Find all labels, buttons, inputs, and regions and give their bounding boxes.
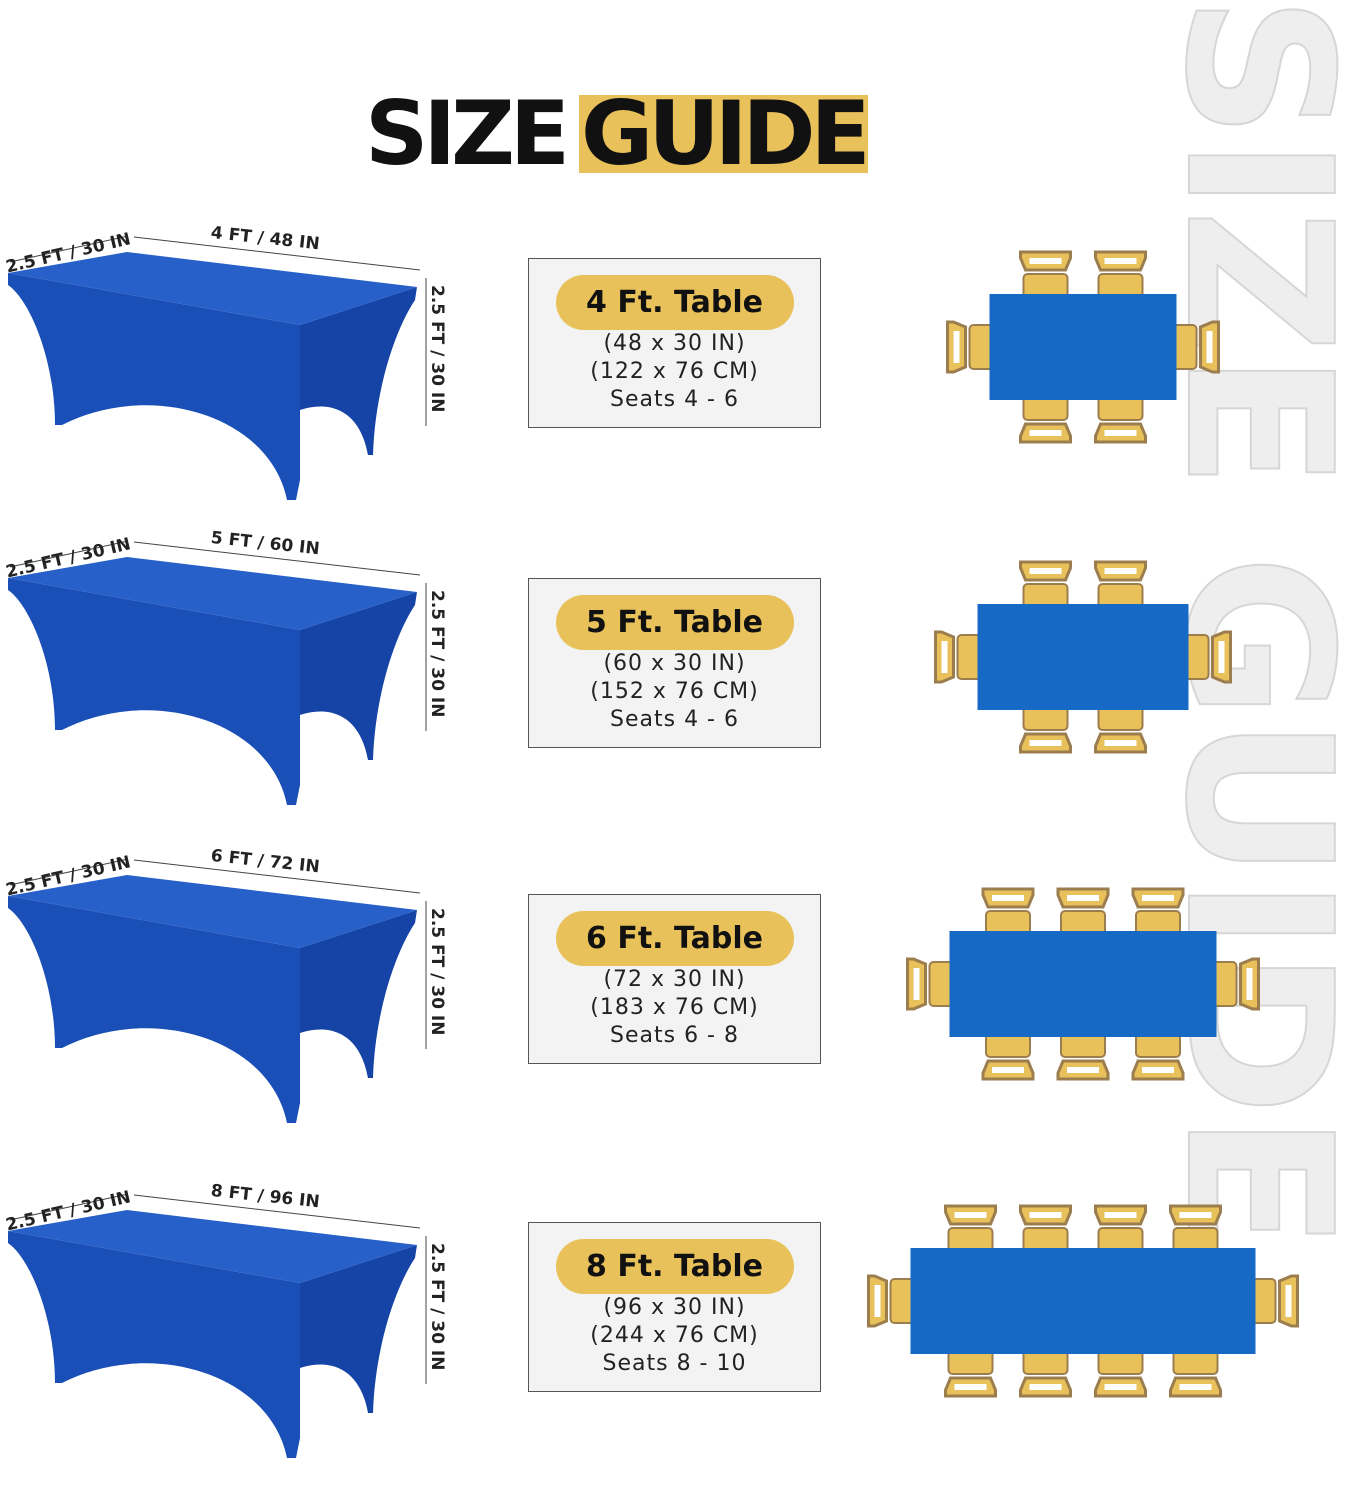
table-cover-image xyxy=(8,858,427,1123)
table-top-view xyxy=(989,294,1177,400)
table-cover-image xyxy=(8,1193,427,1458)
size-cm: (183 x 76 CM) xyxy=(590,995,759,1020)
size-row: 2.5 FT / 30 IN 4 FT / 48 IN 2.5 FT / 30 … xyxy=(0,210,1356,510)
seating-capacity: Seats 4 - 6 xyxy=(610,387,739,412)
table-size-badge: 5 Ft. Table xyxy=(555,595,794,650)
table-cover-image xyxy=(8,235,427,500)
size-row: 2.5 FT / 30 IN 8 FT / 96 IN 2.5 FT / 30 … xyxy=(0,1168,1356,1468)
title-word-size: SIZE xyxy=(365,82,570,185)
size-inches: (72 x 30 IN) xyxy=(603,967,746,992)
size-cm: (152 x 76 CM) xyxy=(590,679,759,704)
dimension-lines xyxy=(9,235,427,426)
dimension-lines xyxy=(9,858,427,1049)
size-info-card: 8 Ft. Table (96 x 30 IN) (244 x 76 CM) S… xyxy=(528,1222,821,1392)
seating-capacity: Seats 8 - 10 xyxy=(602,1351,747,1376)
size-info-card: 5 Ft. Table (60 x 30 IN) (152 x 76 CM) S… xyxy=(528,578,821,748)
size-inches: (48 x 30 IN) xyxy=(603,331,746,356)
seating-capacity: Seats 4 - 6 xyxy=(610,707,739,732)
size-info-card: 6 Ft. Table (72 x 30 IN) (183 x 76 CM) S… xyxy=(528,894,821,1064)
table-top-view xyxy=(977,604,1189,710)
seating-capacity: Seats 6 - 8 xyxy=(610,1023,739,1048)
table-size-badge: 4 Ft. Table xyxy=(555,275,794,330)
chair-icon xyxy=(934,630,993,684)
size-inches: (60 x 30 IN) xyxy=(603,651,746,676)
size-row: 2.5 FT / 30 IN 5 FT / 60 IN 2.5 FT / 30 … xyxy=(0,515,1356,815)
table-top-view xyxy=(949,931,1217,1037)
dimension-lines xyxy=(9,1193,427,1384)
page-title: SIZE GUIDE xyxy=(365,81,871,185)
table-size-badge: 6 Ft. Table xyxy=(555,911,794,966)
table-top-view xyxy=(910,1248,1256,1354)
size-row: 2.5 FT / 30 IN 6 FT / 72 IN 2.5 FT / 30 … xyxy=(0,833,1356,1133)
chair-icon xyxy=(981,1022,1035,1081)
size-inches: (96 x 30 IN) xyxy=(603,1295,746,1320)
size-cm: (122 x 76 CM) xyxy=(590,359,759,384)
table-size-badge: 8 Ft. Table xyxy=(555,1239,794,1294)
size-info-card: 4 Ft. Table (48 x 30 IN) (122 x 76 CM) S… xyxy=(528,258,821,428)
title-word-guide: GUIDE xyxy=(579,81,871,185)
table-cover-image xyxy=(8,540,427,805)
size-cm: (244 x 76 CM) xyxy=(590,1323,759,1348)
dimension-lines xyxy=(9,540,427,731)
